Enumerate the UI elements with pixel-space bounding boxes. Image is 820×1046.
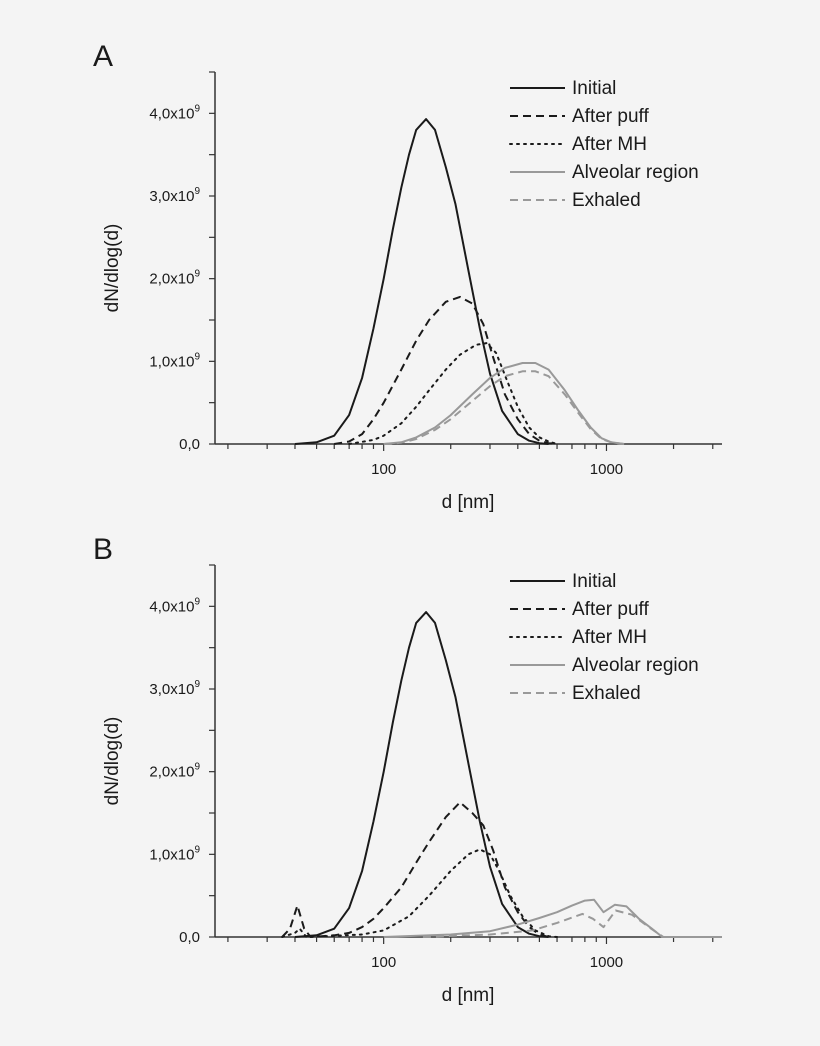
y-tick-label: 3,0x109 — [149, 186, 200, 205]
y-tick-exponent: 9 — [194, 596, 200, 607]
y-tick-label: 2,0x109 — [149, 269, 200, 288]
y-tick-mantissa: 0,0 — [179, 929, 200, 946]
series-line-after-puff — [281, 801, 549, 938]
x-tick-label: 1000 — [590, 461, 623, 478]
legend-label: After puff — [572, 599, 649, 620]
series-line-alveolar-region — [383, 362, 625, 445]
x-tick-label: 100 — [371, 461, 396, 478]
y-tick-label: 1,0x109 — [149, 844, 200, 863]
y-tick-mantissa: 1,0x10 — [149, 846, 194, 863]
y-tick-label: 1,0x109 — [149, 351, 200, 370]
legend-label: Alveolar region — [572, 655, 699, 676]
legend-label: After MH — [572, 134, 647, 155]
y-tick-mantissa: 2,0x10 — [149, 764, 194, 781]
y-tick-exponent: 9 — [194, 351, 200, 362]
series-line-after-mh — [281, 848, 558, 938]
series-line-initial — [294, 611, 549, 938]
y-tick-exponent: 9 — [194, 679, 200, 690]
y-tick-exponent: 9 — [194, 186, 200, 197]
y-tick-mantissa: 0,0 — [179, 436, 200, 453]
series-line-initial — [294, 118, 549, 445]
series-line-alveolar-region — [383, 898, 722, 938]
legend-label: After MH — [572, 627, 647, 648]
x-tick-label: 100 — [371, 954, 396, 971]
y-tick-exponent: 9 — [194, 844, 200, 855]
x-axis-title: d [nm] — [442, 492, 495, 513]
legend-label: Initial — [572, 78, 616, 99]
y-tick-mantissa: 3,0x10 — [149, 188, 194, 205]
y-tick-mantissa: 2,0x10 — [149, 271, 194, 288]
y-tick-exponent: 9 — [194, 103, 200, 114]
series-line-exhaled — [422, 909, 664, 938]
legend-label: Alveolar region — [572, 162, 699, 183]
legend-label: Exhaled — [572, 190, 641, 211]
legend-label: After puff — [572, 106, 649, 127]
series-line-exhaled — [383, 370, 625, 445]
panel-label: A — [93, 40, 113, 73]
y-tick-mantissa: 1,0x10 — [149, 353, 194, 370]
y-tick-exponent: 9 — [194, 762, 200, 773]
y-tick-label: 4,0x109 — [149, 103, 200, 122]
legend-label: Exhaled — [572, 683, 641, 704]
legend-label: Initial — [572, 571, 616, 592]
y-tick-label: 4,0x109 — [149, 596, 200, 615]
y-tick-exponent: 9 — [194, 269, 200, 280]
y-axis-title: dN/dlog(d) — [102, 717, 123, 806]
y-tick-label: 0,0 — [179, 436, 200, 453]
panel-label: B — [93, 533, 113, 566]
y-tick-label: 2,0x109 — [149, 762, 200, 781]
y-tick-label: 0,0 — [179, 929, 200, 946]
series-line-after-puff — [334, 295, 558, 445]
y-tick-label: 3,0x109 — [149, 679, 200, 698]
series-line-after-mh — [348, 342, 558, 445]
y-axis-title: dN/dlog(d) — [102, 224, 123, 313]
x-tick-label: 1000 — [590, 954, 623, 971]
x-axis-title: d [nm] — [442, 985, 495, 1006]
y-tick-mantissa: 4,0x10 — [149, 598, 194, 615]
y-tick-mantissa: 4,0x10 — [149, 105, 194, 122]
y-tick-mantissa: 3,0x10 — [149, 681, 194, 698]
